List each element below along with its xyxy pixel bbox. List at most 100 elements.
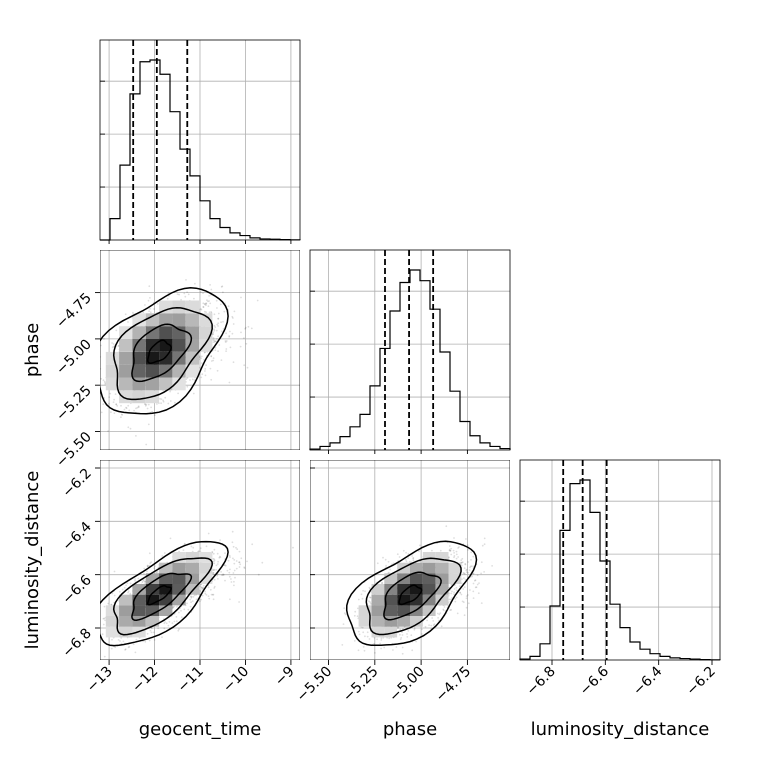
scatter-point: [229, 556, 231, 559]
scatter-point: [220, 359, 223, 361]
scatter-point: [438, 613, 441, 616]
scatter-point: [202, 306, 205, 308]
scatter-point: [463, 572, 466, 575]
scatter-point: [257, 573, 260, 576]
scatter-point: [228, 575, 231, 578]
scatter-point: [212, 552, 215, 555]
scatter-point: [408, 560, 411, 563]
scatter-point: [410, 634, 413, 637]
scatter-point: [115, 329, 118, 332]
scatter-point: [144, 404, 147, 407]
scatter-point: [212, 573, 215, 576]
scatter-point: [103, 338, 105, 340]
density-cell: [159, 562, 173, 574]
scatter-point: [148, 639, 151, 642]
scatter-point: [116, 405, 119, 407]
scatter-point: [225, 332, 228, 335]
scatter-point: [207, 586, 210, 589]
scatter-point: [442, 608, 445, 611]
scatter-point: [204, 303, 206, 306]
histogram-geocent-time: [100, 59, 301, 241]
density-cell: [159, 313, 173, 327]
scatter-point: [180, 609, 182, 612]
scatter-point: [387, 560, 390, 563]
scatter-point: [160, 402, 163, 405]
scatter-point: [476, 583, 479, 586]
scatter-point: [224, 340, 227, 342]
scatter-point: [194, 282, 196, 285]
scatter-point: [135, 435, 137, 437]
scatter-point: [231, 541, 234, 544]
scatter-point: [198, 356, 201, 359]
scatter-point: [96, 646, 98, 648]
scatter-point: [126, 582, 129, 585]
scatter-point: [208, 295, 211, 297]
scatter-panel-geocent-time-luminosity-distance: [96, 460, 300, 660]
scatter-point: [228, 335, 231, 337]
scatter-point: [212, 341, 215, 343]
scatter-point: [413, 627, 416, 629]
scatter-point: [460, 564, 463, 567]
scatter-point: [399, 633, 401, 636]
scatter-point: [129, 582, 132, 585]
scatter-point: [483, 543, 486, 546]
scatter-point: [189, 598, 192, 601]
scatter-point: [234, 576, 236, 579]
scatter-point: [95, 419, 97, 421]
scatter-point: [220, 321, 223, 324]
scatter-point: [210, 378, 213, 381]
scatter-point: [469, 589, 471, 591]
scatter-point: [103, 605, 106, 608]
scatter-point: [244, 326, 247, 329]
scatter-point: [220, 286, 223, 288]
scatter-point: [231, 315, 234, 318]
scatter-point: [142, 311, 145, 314]
scatter-point: [220, 571, 223, 573]
scatter-point: [238, 601, 241, 603]
scatter-point: [148, 310, 151, 312]
scatter-point: [216, 369, 219, 372]
scatter-point: [125, 407, 128, 410]
scatter-point: [472, 597, 475, 599]
scatter-point: [216, 307, 218, 309]
density-cell: [185, 326, 200, 339]
density-cell: [172, 364, 186, 378]
scatter-point: [213, 324, 216, 327]
scatter-point: [232, 361, 235, 364]
scatter-point: [225, 350, 228, 352]
scatter-point: [362, 589, 364, 592]
scatter-point: [292, 546, 294, 549]
scatter-point: [212, 337, 215, 339]
scatter-point: [203, 310, 206, 313]
hist-panel-phase: [309, 249, 511, 451]
hist-panel-geocent-time: [99, 39, 301, 241]
scatter-point: [202, 302, 205, 305]
scatter-point: [147, 299, 150, 302]
scatter-point: [135, 638, 138, 641]
scatter-point: [222, 573, 225, 576]
scatter-point: [240, 331, 242, 334]
histogram-phase: [309, 269, 511, 450]
scatter-point: [369, 601, 372, 604]
scatter-point: [132, 643, 135, 646]
density-cell: [132, 594, 146, 606]
scatter-point: [104, 382, 107, 384]
density-cell: [119, 626, 133, 638]
scatter-point: [204, 592, 207, 595]
contours: [100, 287, 229, 415]
scatter-point: [222, 574, 224, 577]
scatter-point: [465, 568, 468, 571]
scatter-point: [108, 396, 111, 398]
scatter-point: [120, 642, 123, 645]
scatter-point: [477, 592, 480, 595]
contour-level-4: [147, 339, 172, 364]
scatter-point: [115, 403, 118, 406]
density-cell: [132, 351, 146, 365]
scatter-point: [203, 303, 206, 305]
scatter-point: [214, 326, 217, 328]
scatter-point: [93, 378, 95, 380]
scatter-point: [217, 560, 220, 563]
scatter-point: [127, 321, 129, 323]
scatter-point: [192, 392, 195, 395]
